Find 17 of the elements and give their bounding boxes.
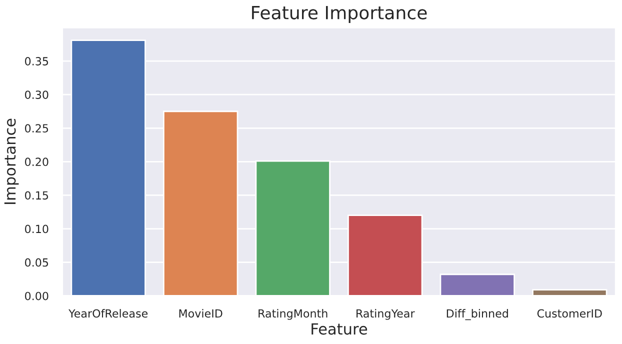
x-axis-title: Feature xyxy=(312,323,368,335)
chart-title: Feature Importance xyxy=(252,6,427,23)
x-tick-label: RatingYear xyxy=(356,309,415,320)
y-axis-title: Importance xyxy=(4,118,19,204)
y-tick-label: 0.25 xyxy=(25,124,48,133)
y-tick-label: 0.35 xyxy=(25,57,48,66)
x-tick-label: CustomerID xyxy=(537,309,602,318)
y-tick-label: 0.20 xyxy=(25,158,48,166)
y-tick-label: 0.15 xyxy=(25,191,48,200)
x-tick-label: Diff_binned xyxy=(446,309,508,320)
y-tick-label: 0.10 xyxy=(25,224,48,234)
x-tick-label: YearOfRelease xyxy=(68,309,148,318)
x-tick-label: MovieID xyxy=(179,309,222,318)
y-tick-label: 0.00 xyxy=(25,292,48,300)
y-tick-label: 0.05 xyxy=(25,258,48,267)
y-tick-label: 0.30 xyxy=(25,90,48,99)
x-tick-label: RatingMonth xyxy=(258,309,328,320)
